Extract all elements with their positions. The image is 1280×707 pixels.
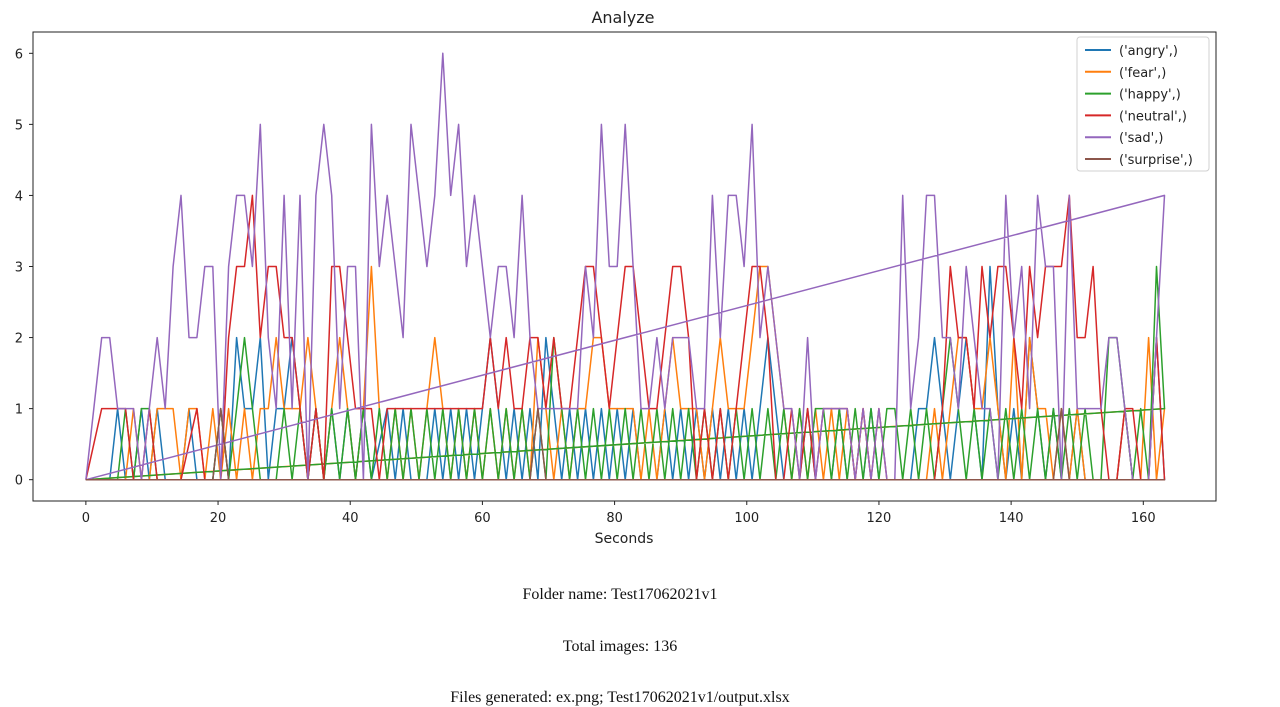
x-tick-label: 160: [1131, 511, 1156, 526]
y-axis: 0 1 2 3 4 5 6: [15, 47, 33, 489]
folder-name-text: Folder name: Test17062021v1: [522, 586, 718, 603]
y-tick-label: 6: [15, 47, 23, 62]
legend-label: ('surprise',): [1119, 153, 1193, 168]
y-tick-label: 0: [15, 474, 23, 489]
series-layer: [85, 52, 1166, 481]
x-tick-label: 60: [474, 511, 491, 526]
x-tick-label: 80: [606, 511, 623, 526]
x-tick-label: 140: [999, 511, 1024, 526]
series-line-5: [85, 407, 1166, 481]
chart-title: Analyze: [591, 8, 654, 27]
legend-label: ('neutral',): [1119, 109, 1187, 124]
series-line-3: [85, 194, 1166, 481]
legend-label: ('happy',): [1119, 88, 1181, 103]
x-tick-label: 100: [734, 511, 759, 526]
series-line-4: [85, 52, 1166, 481]
y-tick-label: 3: [15, 261, 23, 276]
y-tick-label: 5: [15, 118, 23, 133]
legend: ('angry',) ('fear',) ('happy',) ('neutral',…: [1076, 36, 1210, 172]
legend-label: ('angry',): [1119, 44, 1178, 59]
total-images-text: Total images: 136: [562, 638, 678, 655]
x-axis: 0 20 40 60 80 100 120 140 160: [82, 501, 1156, 526]
legend-label: ('fear',): [1119, 66, 1166, 81]
y-tick-label: 4: [15, 189, 23, 204]
x-axis-label: Seconds: [595, 531, 654, 547]
y-tick-label: 2: [15, 332, 23, 347]
x-tick-label: 120: [867, 511, 892, 526]
x-tick-label: 20: [210, 511, 227, 526]
files-generated-text: Files generated: ex.png; Test17062021v1/…: [450, 689, 790, 706]
legend-label: ('sad',): [1119, 131, 1163, 146]
x-tick-label: 0: [82, 511, 90, 526]
x-tick-label: 40: [342, 511, 359, 526]
y-tick-label: 1: [15, 403, 23, 418]
line-chart: Analyze 0 20 40 60 80 100 120 140 160 0 1 2 3 4 5 6 Se…: [15, 8, 1217, 547]
